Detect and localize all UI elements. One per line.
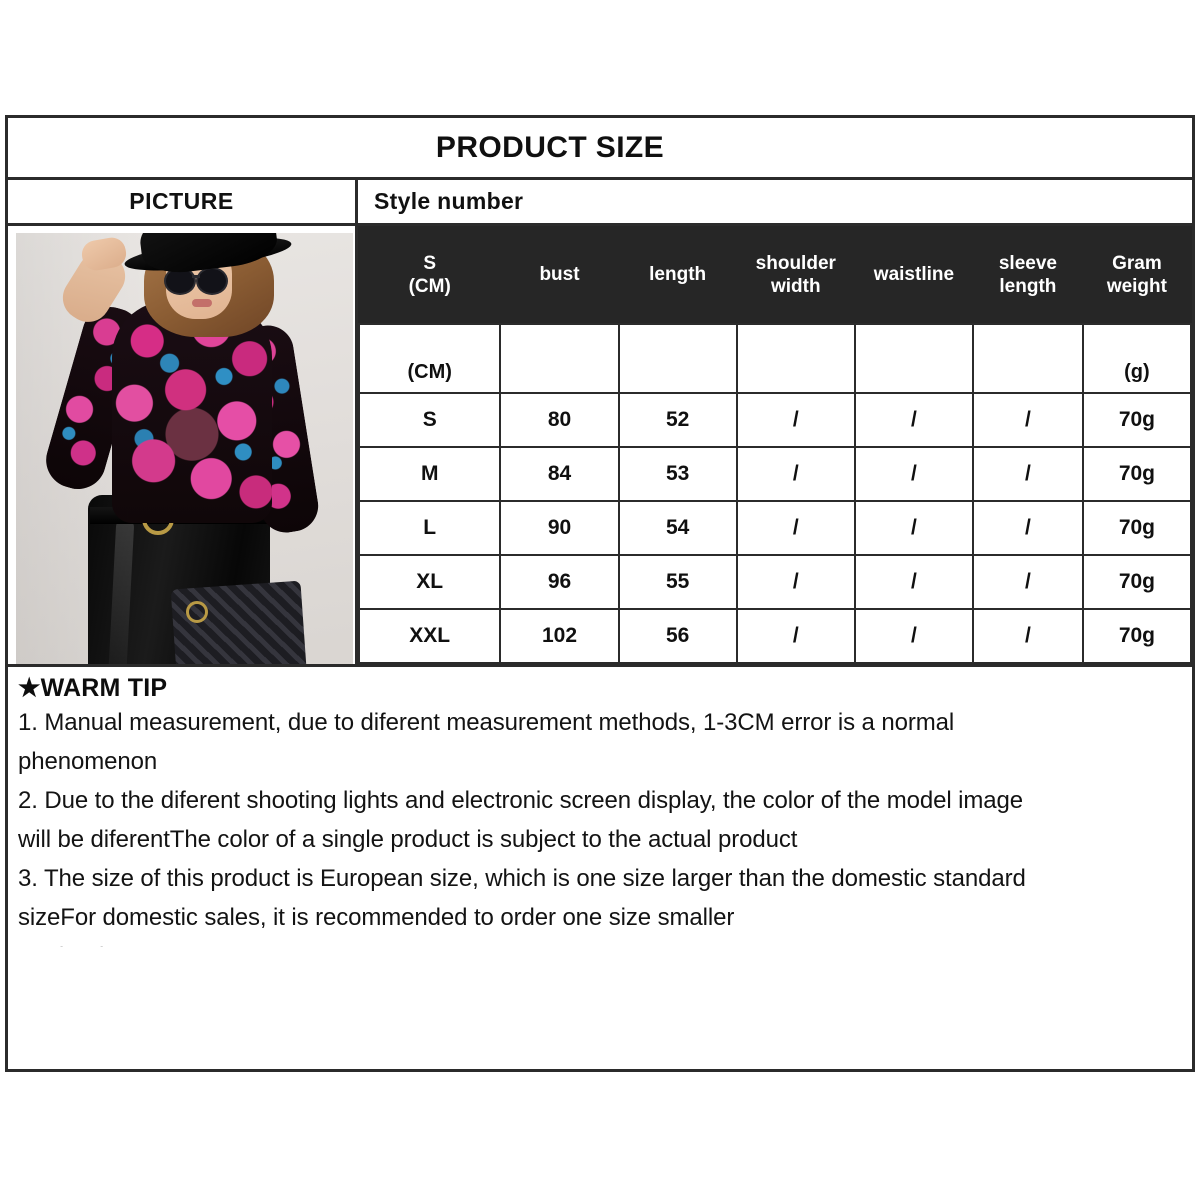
table-row: XL 96 55 / / / 70g <box>357 553 1193 610</box>
cell-sleeve-length: / <box>972 445 1084 502</box>
page-title: PRODUCT SIZE <box>435 130 665 164</box>
lips <box>192 299 212 307</box>
cell-waistline: / <box>853 391 975 448</box>
cell-shoulder-width: / <box>735 391 856 448</box>
cell-sleeve-length: / <box>972 391 1084 448</box>
unit-gram: (g) <box>1081 323 1193 394</box>
unit-length-blank <box>617 323 738 394</box>
size-table: S (CM) bust length shoulder width waistlin… <box>357 225 1193 665</box>
cell-size: S <box>357 391 502 448</box>
product-photo <box>16 233 353 664</box>
unit-bust-blank <box>499 323 620 394</box>
product-size-sheet: PRODUCT SIZE PICTURE Style number <box>5 115 1195 1072</box>
cell-bust: 102 <box>499 607 620 665</box>
product-photo-cell <box>8 226 358 664</box>
cell-gram-weight: 70g <box>1081 553 1193 610</box>
table-row: S 80 52 / / / 70g <box>357 391 1193 448</box>
cell-length: 56 <box>617 607 738 665</box>
header-waistline: waistline <box>853 225 975 326</box>
header-shoulder-width: shoulder width <box>735 225 856 326</box>
cell-length: 53 <box>617 445 738 502</box>
picture-label: PICTURE <box>129 188 234 214</box>
header-bust: bust <box>499 225 620 326</box>
warm-tip-line: sizeFor domestic sales, it is recommende… <box>18 903 735 931</box>
cell-waistline: / <box>853 553 975 610</box>
photo-and-size-row: S (CM) bust length shoulder width waistlin… <box>8 225 1193 667</box>
cell-bust: 84 <box>499 445 620 502</box>
header-size-line1: S <box>423 253 437 275</box>
cell-shoulder-width: / <box>735 445 856 502</box>
picture-header-cell: PICTURE <box>8 180 358 223</box>
table-row: L 90 54 / / / 70g <box>357 499 1193 556</box>
warm-tip-title: ★WARM TIP <box>18 673 1182 704</box>
cell-gram-weight: 70g <box>1081 499 1193 556</box>
warm-tip-line: phenomenon <box>18 748 158 776</box>
sunglasses-lens-right <box>196 267 228 295</box>
warm-tip-block: ★WARM TIP 1. Manual measurement, due to … <box>8 667 1192 1071</box>
warm-tip-clipped-line: 4. Thank you <box>18 938 1182 947</box>
unit-waistline-blank <box>853 323 975 394</box>
header-length: length <box>617 225 738 326</box>
star-icon: ★ <box>18 674 41 702</box>
warm-tip-title-text: WARM TIP <box>40 674 168 702</box>
unit-cm: (CM) <box>357 323 502 394</box>
cell-gram-weight: 70g <box>1081 607 1193 665</box>
cell-size: XXL <box>357 607 502 665</box>
cell-waistline: / <box>853 445 975 502</box>
cell-shoulder-width: / <box>735 607 856 665</box>
warm-tip-line: 3. The size of this product is European … <box>18 864 1026 892</box>
quilted-bag <box>170 580 308 664</box>
cell-waistline: / <box>853 499 975 556</box>
cell-gram-weight: 70g <box>1081 391 1193 448</box>
cell-length: 55 <box>617 553 738 610</box>
unit-shoulder-blank <box>735 323 856 394</box>
sunglasses-bridge <box>192 275 200 278</box>
cell-waistline: / <box>853 607 975 665</box>
unit-sleeve-blank <box>972 323 1084 394</box>
cell-size: M <box>357 445 502 502</box>
floral-mesh-top <box>112 301 272 523</box>
warm-tip-line: 1. Manual measurement, due to diferent m… <box>18 709 955 737</box>
cell-length: 52 <box>617 391 738 448</box>
table-row: M 84 53 / / / 70g <box>357 445 1193 502</box>
picture-style-row: PICTURE Style number <box>8 180 1192 226</box>
sheet-title-row: PRODUCT SIZE <box>8 118 1192 180</box>
cell-gram-weight: 70g <box>1081 445 1193 502</box>
cell-sleeve-length: / <box>972 499 1084 556</box>
size-table-header-row: S (CM) bust length shoulder width waistlin… <box>357 225 1193 326</box>
warm-tip-line: will be diferentThe color of a single pr… <box>18 825 798 853</box>
cell-shoulder-width: / <box>735 499 856 556</box>
cell-bust: 96 <box>499 553 620 610</box>
header-size: S (CM) <box>357 225 502 326</box>
cell-length: 54 <box>617 499 738 556</box>
bag-clasp <box>186 601 208 623</box>
header-sleeve-length: sleeve length <box>972 225 1084 326</box>
cell-bust: 90 <box>499 499 620 556</box>
cell-bust: 80 <box>499 391 620 448</box>
cell-shoulder-width: / <box>735 553 856 610</box>
size-table-unit-row: (CM) (g) <box>357 323 1193 394</box>
table-row: XXL 102 56 / / / 70g <box>357 607 1193 665</box>
header-gram-weight: Gram weight <box>1081 225 1193 326</box>
style-number-header-cell: Style number <box>358 180 1192 223</box>
cell-sleeve-length: / <box>972 553 1084 610</box>
header-size-line2: (CM) <box>408 275 451 297</box>
style-number-label: Style number <box>374 188 524 214</box>
cell-sleeve-length: / <box>972 607 1084 665</box>
cell-size: L <box>357 499 502 556</box>
size-table-wrap: S (CM) bust length shoulder width waistlin… <box>357 225 1193 665</box>
warm-tip-line: 2. Due to the diferent shooting lights a… <box>18 787 1024 814</box>
cell-size: XL <box>357 553 502 610</box>
